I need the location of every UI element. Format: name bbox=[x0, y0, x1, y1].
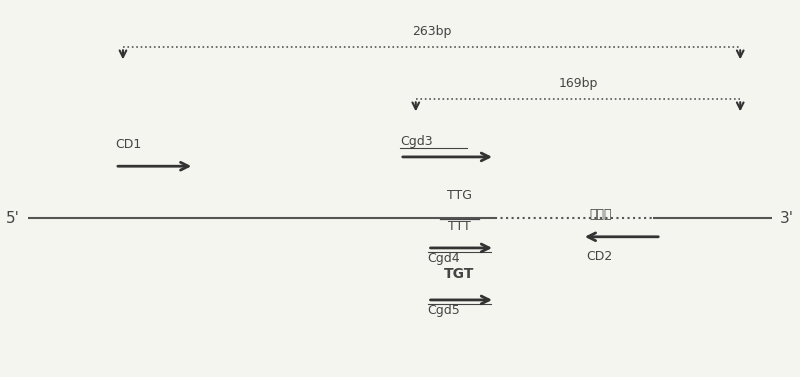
Text: 169bp: 169bp bbox=[558, 77, 598, 90]
Text: 内含子: 内含子 bbox=[590, 208, 612, 221]
Text: CD1: CD1 bbox=[115, 138, 142, 151]
Text: Cgd3: Cgd3 bbox=[400, 135, 433, 148]
Text: TGT: TGT bbox=[444, 267, 474, 281]
Text: 3': 3' bbox=[780, 211, 794, 226]
Text: 5': 5' bbox=[6, 211, 20, 226]
Text: TTG: TTG bbox=[446, 188, 472, 201]
Text: CD2: CD2 bbox=[586, 250, 612, 263]
Text: Cgd4: Cgd4 bbox=[428, 251, 460, 265]
Text: TTT: TTT bbox=[448, 220, 470, 233]
Text: 263bp: 263bp bbox=[412, 25, 451, 38]
Text: Cgd5: Cgd5 bbox=[428, 303, 460, 317]
